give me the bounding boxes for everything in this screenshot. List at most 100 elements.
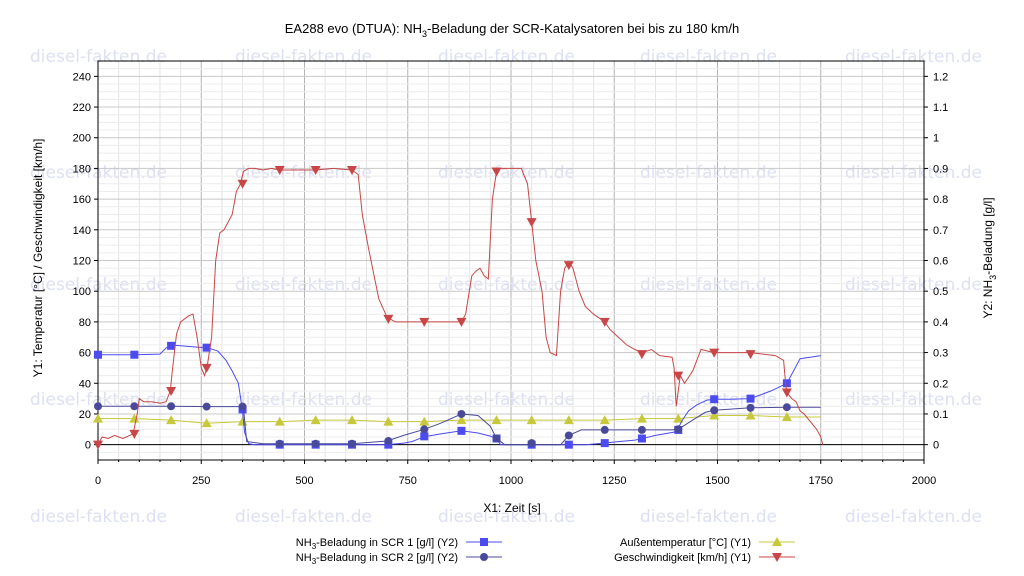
data-point-marker (563, 415, 574, 425)
y-left-tick-label: 120 (73, 256, 91, 268)
data-point-marker (781, 388, 792, 398)
series-line-speed (97, 167, 824, 445)
legend-label-scr1: NH3-Beladung in SCR 1 [g/l] (Y2) (296, 537, 458, 551)
watermark-text: diesel-fakten.de (438, 47, 575, 67)
data-point-marker (310, 165, 321, 175)
data-point-marker (166, 386, 177, 396)
data-point-marker (419, 416, 430, 426)
y-left-tick-label: 60 (79, 348, 91, 360)
y-left-axis-title: Y1: Temperatur [°C] / Geschwindigkeit [k… (31, 139, 45, 378)
watermark-text: diesel-fakten.de (640, 47, 777, 67)
data-point-marker (637, 425, 646, 434)
data-point-marker (347, 439, 356, 448)
legend-item-scr1: NH3-Beladung in SCR 1 [g/l] (Y2) (296, 537, 502, 551)
data-point-marker (383, 314, 394, 324)
legend-label-temperature: Außentemperatur [°C] (Y1) (620, 537, 751, 549)
legend-label-speed: Geschwindigkeit [km/h] (Y1) (614, 552, 751, 564)
legend-swatch-scr2 (466, 553, 502, 561)
data-point-marker (599, 415, 610, 425)
x-axis-title: X1: Zeit [s] (483, 501, 540, 515)
data-point-marker (275, 439, 284, 448)
watermark-text: diesel-fakten.de (845, 275, 982, 295)
y-right-axis-ticks: 0 0.1 0.2 0.3 0.4 0.5 0.6 0.7 0.8 0.9 1 1.1 1.2 (924, 71, 948, 452)
data-point-marker (310, 415, 321, 425)
y-right-tick-label: 1.2 (933, 71, 948, 83)
data-point-marker (492, 434, 501, 443)
data-point-marker (201, 418, 212, 428)
series-temperature (93, 410, 821, 428)
y-left-tick-label: 200 (73, 133, 91, 145)
data-point-marker (311, 439, 320, 448)
data-point-marker (709, 410, 720, 420)
data-point-marker (674, 425, 683, 434)
series-speed (93, 165, 824, 450)
y-right-axis-title: Y2: NH3-Beladung [g/l] (981, 197, 998, 318)
data-point-marker (745, 350, 756, 360)
data-point-marker (710, 395, 719, 404)
x-tick-label: 250 (192, 475, 210, 487)
data-point-marker (709, 348, 720, 358)
x-tick-label: 1250 (602, 475, 626, 487)
data-point-marker (710, 406, 719, 415)
data-point-marker (93, 413, 103, 423)
data-point-marker (600, 425, 609, 434)
data-point-marker (130, 350, 139, 359)
watermark-text: diesel-fakten.de (235, 275, 372, 295)
data-point-marker (746, 394, 755, 403)
chart-title: EA288 evo (DTUA): NH3-Beladung der SCR-K… (285, 21, 739, 39)
y-left-tick-label: 20 (79, 409, 91, 421)
legend-swatch-temperature (759, 537, 795, 546)
data-point-marker (636, 413, 647, 423)
legend-swatch-speed (759, 553, 795, 562)
y-right-tick-label: 0.7 (933, 225, 948, 237)
x-axis-ticks: 0 250 500 750 1000 1250 1500 1750 2000 (95, 460, 936, 487)
data-point-marker (456, 415, 467, 425)
x-tick-label: 750 (399, 475, 417, 487)
watermark-text: diesel-fakten.de (640, 507, 777, 527)
watermark-text: diesel-fakten.de (438, 507, 575, 527)
watermark-text: diesel-fakten.de (235, 47, 372, 67)
y-right-tick-label: 0.9 (933, 163, 948, 175)
series-layer (93, 165, 824, 450)
series-scr2 (94, 402, 821, 448)
y-left-tick-label: 240 (73, 71, 91, 83)
watermark-text: diesel-fakten.de (845, 163, 982, 183)
data-point-marker (130, 402, 139, 411)
watermark-text: diesel-fakten.de (845, 390, 982, 410)
data-point-marker (600, 439, 609, 448)
watermark-text: diesel-fakten.de (438, 275, 575, 295)
data-point-marker (420, 432, 429, 441)
y-left-tick-label: 0 (85, 440, 91, 452)
data-point-marker (129, 413, 140, 423)
watermark-text: diesel-fakten.de (640, 275, 777, 295)
data-point-marker (201, 363, 212, 373)
watermark-text: diesel-fakten.de (845, 507, 982, 527)
data-point-marker (166, 415, 177, 425)
x-tick-label: 1500 (705, 475, 729, 487)
legend: NH3-Beladung in SCR 1 [g/l] (Y2) NH3-Bel… (296, 537, 795, 566)
data-point-marker (384, 436, 393, 445)
data-point-marker (274, 165, 285, 175)
y-right-tick-label: 0.5 (933, 286, 948, 298)
y-left-tick-label: 40 (79, 378, 91, 390)
watermark-text: diesel-fakten.de (235, 390, 372, 410)
data-point-marker (93, 440, 103, 450)
y-right-tick-label: 1 (933, 133, 939, 145)
x-tick-label: 1750 (809, 475, 833, 487)
data-point-marker (420, 425, 429, 434)
legend-item-temperature: Außentemperatur [°C] (Y1) (620, 537, 795, 549)
data-point-marker (274, 416, 285, 426)
data-point-marker (237, 179, 248, 189)
x-tick-label: 500 (295, 475, 313, 487)
data-point-marker (202, 343, 211, 352)
data-point-marker (346, 415, 357, 425)
watermark-text: diesel-fakten.de (640, 163, 777, 183)
data-point-marker (564, 431, 573, 440)
data-point-marker (637, 434, 646, 443)
data-point-marker (346, 165, 357, 175)
y-right-tick-label: 0.3 (933, 348, 948, 360)
y-right-tick-label: 0.8 (933, 194, 948, 206)
legend-item-speed: Geschwindigkeit [km/h] (Y1) (614, 552, 795, 564)
series-line-scr1 (98, 344, 821, 446)
gridlines (97, 60, 925, 461)
